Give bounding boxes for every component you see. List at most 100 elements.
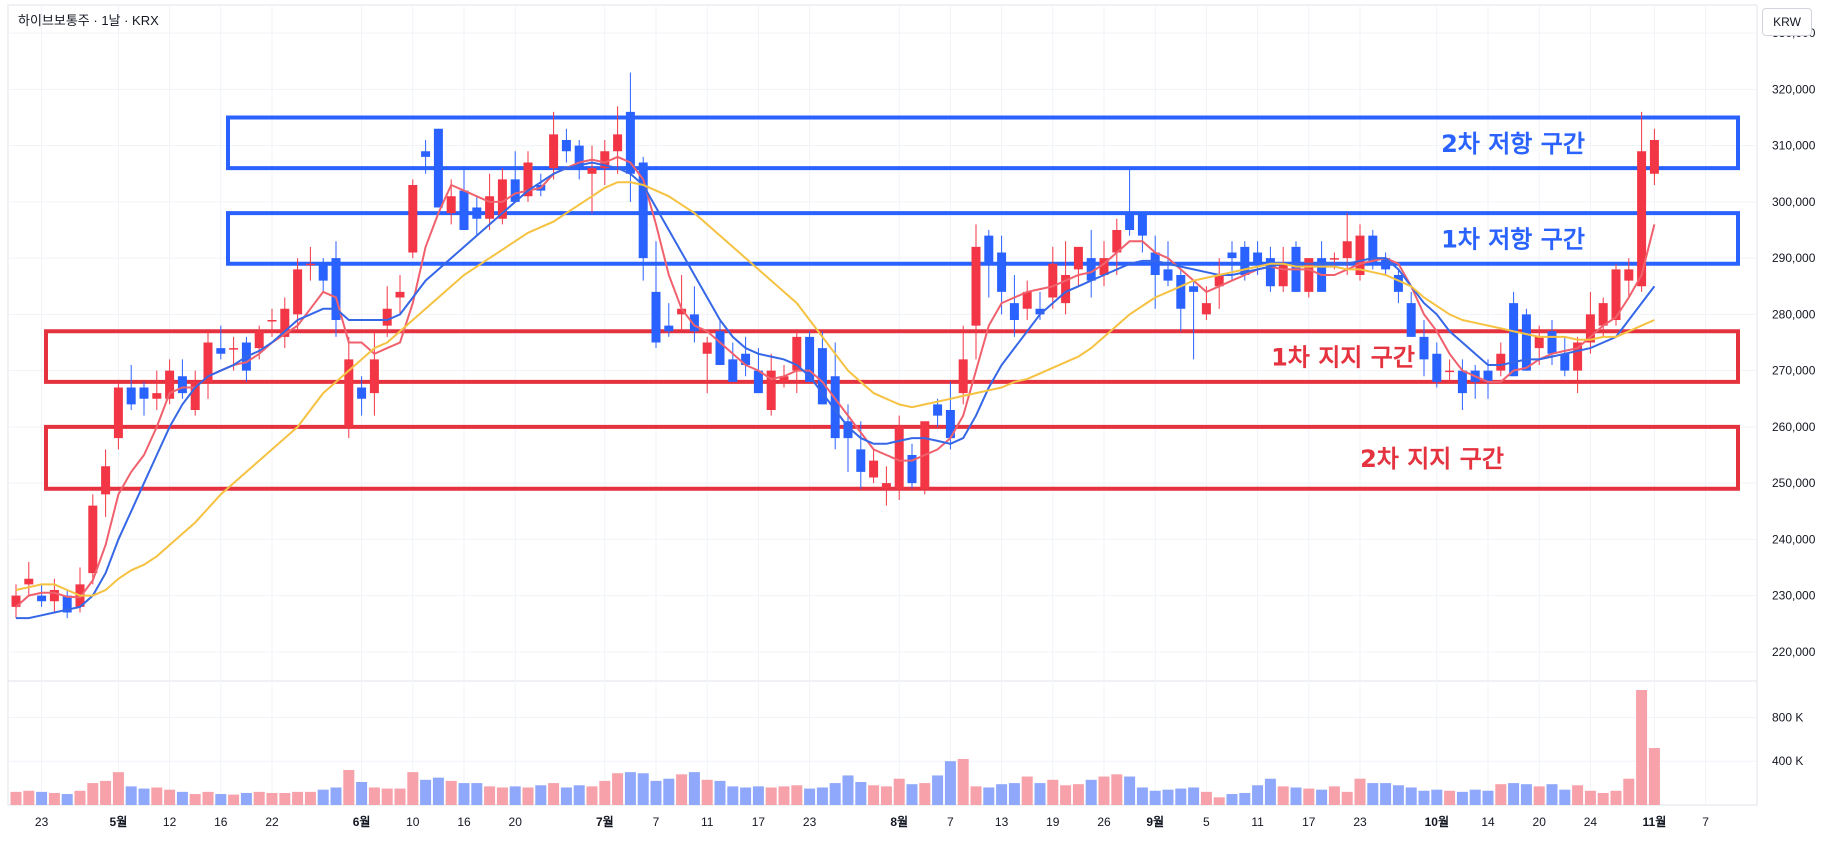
volume-bar-down: [1316, 789, 1328, 805]
candle-down: [753, 370, 763, 394]
candle-up: [869, 460, 879, 478]
candle-down: [1240, 246, 1250, 275]
volume-bar-down: [944, 761, 956, 805]
volume-bar-up: [599, 780, 611, 805]
volume-bar-up: [1572, 785, 1584, 805]
candle-down: [1406, 303, 1416, 337]
candle-down: [216, 348, 226, 354]
candle-up: [1534, 336, 1544, 349]
resistance-zone-label: 1차 저항 구간: [1441, 225, 1585, 253]
candle-up: [958, 359, 968, 394]
volume-bar-down: [1380, 783, 1392, 805]
volume-bar-down: [138, 788, 150, 805]
volume-bar-down: [1175, 788, 1187, 805]
candle-down: [1035, 308, 1045, 315]
volume-bar-up: [1495, 784, 1507, 805]
candle-up: [1342, 241, 1352, 259]
time-tick-label: 7: [1702, 815, 1709, 829]
candle-down: [997, 252, 1007, 292]
volume-bar-down: [816, 787, 828, 805]
volume-bar-down: [317, 789, 329, 805]
volume-bar-up: [266, 792, 278, 805]
candle-up: [101, 466, 111, 495]
volume-bar-down: [650, 780, 662, 805]
candle-down: [907, 455, 917, 484]
volume-bar-down: [560, 787, 572, 805]
volume-bar-up: [394, 788, 406, 805]
volume-bar-down: [36, 791, 48, 805]
candle-down: [561, 140, 571, 152]
candle-up: [305, 263, 315, 266]
candle-up: [1598, 303, 1608, 326]
time-tick-label: 7월: [596, 814, 614, 829]
volume-bar-up: [202, 791, 214, 805]
time-tick-label: 20: [1533, 815, 1547, 829]
candle-up: [11, 595, 21, 607]
candle-up: [600, 151, 610, 169]
support-zone-label: 1차 지지 구간: [1271, 344, 1415, 372]
volume-bar-up: [1098, 776, 1110, 805]
volume-bar-up: [164, 789, 176, 805]
volume-bar-up: [112, 772, 124, 805]
candle-down: [664, 325, 674, 332]
time-tick-label: 24: [1584, 815, 1598, 829]
volume-bar-down: [330, 787, 342, 805]
volume-bar-up: [228, 794, 240, 805]
price-tick-label: 250,000: [1772, 476, 1816, 490]
candle-up: [523, 162, 533, 197]
volume-bar-down: [125, 786, 137, 805]
volume-bar-up: [304, 791, 316, 805]
candle-up: [894, 426, 904, 489]
candle-up: [1637, 151, 1647, 287]
price-tick-label: 240,000: [1772, 532, 1816, 546]
volume-bar-up: [765, 787, 777, 805]
volume-bar-up: [484, 786, 496, 805]
candle-down: [433, 128, 443, 208]
volume-bar-up: [23, 790, 35, 805]
candle-down: [741, 353, 751, 365]
time-tick-label: 8월: [890, 814, 908, 829]
volume-bar-down: [1405, 787, 1417, 805]
candle-down: [1368, 235, 1378, 264]
candle-down: [1189, 286, 1199, 292]
candle-up: [152, 393, 162, 399]
candle-up: [382, 308, 392, 326]
candle-up: [1611, 269, 1621, 320]
candle-up: [395, 291, 405, 298]
volume-bar-up: [676, 774, 688, 805]
volume-bar-down: [1559, 789, 1571, 805]
time-tick-label: 20: [509, 815, 523, 829]
candle-up: [1585, 314, 1595, 343]
time-tick-label: 7: [947, 815, 954, 829]
volume-bar-down: [637, 773, 649, 805]
candle-up: [1022, 291, 1032, 309]
candle-up: [408, 185, 418, 253]
volume-tick-label: 400 K: [1772, 754, 1803, 768]
candle-down: [1086, 258, 1096, 281]
time-tick-label: 17: [1302, 815, 1316, 829]
currency-button[interactable]: KRW: [1762, 8, 1812, 36]
volume-bar-up: [407, 772, 419, 805]
volume-bar-up: [1047, 779, 1059, 805]
volume-bar-up: [1623, 778, 1635, 805]
time-tick-label: 16: [214, 815, 228, 829]
time-tick-label: 13: [995, 815, 1009, 829]
candle-up: [766, 370, 776, 410]
candle-down: [1483, 370, 1493, 382]
time-tick-label: 23: [803, 815, 817, 829]
volume-bar-down: [176, 791, 188, 805]
candle-down: [984, 235, 994, 264]
price-tick-label: 310,000: [1772, 139, 1816, 153]
candle-up: [702, 342, 712, 354]
candle-down: [126, 387, 136, 405]
volume-bar-up: [970, 786, 982, 805]
volume-bar-up: [100, 780, 112, 805]
volume-bar-down: [356, 782, 368, 805]
time-tick-label: 23: [1353, 815, 1367, 829]
candle-down: [37, 595, 47, 602]
volume-bar-down: [1239, 792, 1251, 805]
volume-bar-up: [292, 791, 304, 805]
candle-up: [1496, 353, 1506, 371]
volume-bar-down: [996, 784, 1008, 805]
